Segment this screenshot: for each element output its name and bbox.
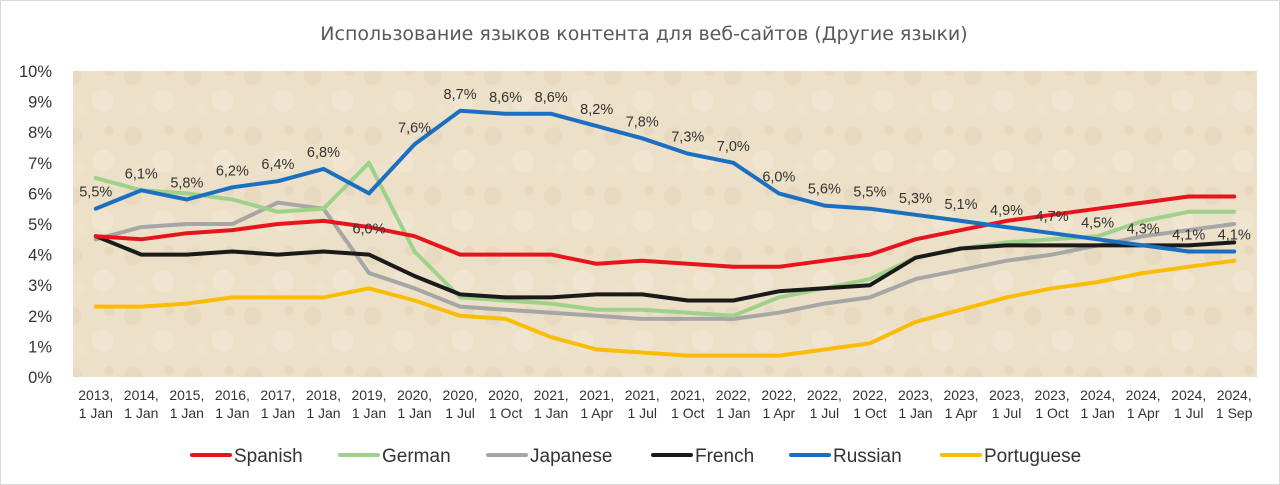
data-label: 4,5%: [1081, 215, 1114, 231]
data-label: 5,5%: [853, 185, 886, 201]
data-label: 5,8%: [170, 176, 203, 192]
x-tick-label: 2021, 1 Oct: [670, 387, 705, 421]
data-label: 5,6%: [808, 182, 841, 198]
data-label: 6,8%: [307, 145, 340, 161]
data-label: 7,0%: [717, 139, 750, 155]
x-tick-label: 2014, 1 Jan: [124, 387, 159, 421]
data-label: 8,7%: [444, 87, 477, 103]
y-tick-label: 9%: [28, 94, 52, 112]
data-label: 5,1%: [944, 197, 977, 213]
data-label: 4,9%: [990, 203, 1023, 219]
x-tick-label: 2022, 1 Jul: [807, 387, 842, 421]
y-axis: 0% 1% 2% 3% 4% 5% 6% 7% 8% 9% 10%: [19, 63, 52, 387]
data-label: 7,3%: [671, 130, 704, 146]
data-label: 6,0%: [352, 221, 385, 237]
x-tick-label: 2017, 1 Jan: [260, 387, 295, 421]
y-tick-label: 10%: [19, 63, 52, 81]
data-label: 4,1%: [1172, 228, 1205, 244]
legend-label-spanish: Spanish: [234, 446, 303, 467]
series-line-german: [93, 160, 1237, 318]
series-line-spanish: [93, 194, 1237, 269]
x-tick-label: 2023, 1 Jan: [898, 387, 933, 421]
y-tick-label: 3%: [28, 277, 52, 295]
data-label: 4,3%: [1127, 221, 1160, 237]
data-label: 6,1%: [125, 166, 158, 182]
x-tick-label: 2024, 1 Jan: [1080, 387, 1115, 421]
legend-label-french: French: [695, 446, 754, 467]
x-tick-label: 2022, 1 Apr: [761, 387, 796, 421]
data-label: 4,7%: [1036, 209, 1069, 225]
legend-label-portuguese: Portuguese: [984, 446, 1081, 467]
data-label: 5,3%: [899, 191, 932, 207]
data-label: 7,6%: [398, 120, 431, 136]
y-tick-label: 8%: [28, 124, 52, 142]
plot-area: [73, 71, 1257, 377]
data-label: 6,0%: [762, 169, 795, 185]
x-tick-label: 2016, 1 Jan: [215, 387, 250, 421]
y-tick-label: 0%: [28, 369, 52, 387]
x-tick-label: 2024, 1 Apr: [1126, 387, 1161, 421]
series-line-french: [93, 234, 1237, 303]
x-tick-label: 2024, 1 Jul: [1171, 387, 1206, 421]
chart-title: Использование языков контента для веб-са…: [320, 23, 967, 45]
legend-label-japanese: Japanese: [530, 446, 612, 467]
legend-label-german: German: [382, 446, 451, 467]
data-label: 5,5%: [79, 185, 112, 201]
x-tick-label: 2021, 1 Jan: [534, 387, 569, 421]
x-tick-label: 2023, 1 Apr: [943, 387, 978, 421]
y-tick-label: 4%: [28, 247, 52, 265]
legend: Spanish German Japanese French Russian Portug…: [190, 446, 1081, 467]
data-label: 7,8%: [626, 114, 659, 130]
data-label: 8,6%: [535, 90, 568, 106]
x-tick-label: 2019, 1 Jan: [351, 387, 386, 421]
y-tick-label: 7%: [28, 155, 52, 173]
y-tick-label: 2%: [28, 308, 52, 326]
series-line-japanese: [93, 200, 1237, 321]
x-tick-label: 2020, 1 Oct: [488, 387, 523, 421]
x-tick-label: 2013, 1 Jan: [78, 387, 113, 421]
y-tick-label: 5%: [28, 216, 52, 234]
x-tick-label: 2020, 1 Jul: [443, 387, 478, 421]
data-label: 8,6%: [489, 90, 522, 106]
x-tick-label: 2020, 1 Jan: [397, 387, 432, 421]
legend-label-russian: Russian: [833, 446, 902, 467]
data-label: 4,1%: [1218, 228, 1251, 244]
x-axis: 2013, 1 Jan 2014, 1 Jan 2015, 1 Jan 2016, 1 Jan…: [78, 387, 1252, 421]
y-tick-label: 6%: [28, 185, 52, 203]
x-tick-label: 2024, 1 Sep: [1216, 387, 1253, 421]
x-tick-label: 2018, 1 Jan: [306, 387, 341, 421]
x-tick-label: 2022, 1 Oct: [852, 387, 887, 421]
data-label: 6,4%: [261, 157, 294, 173]
data-label: 6,2%: [216, 163, 249, 179]
x-tick-label: 2022, 1 Jan: [716, 387, 751, 421]
y-tick-label: 1%: [28, 338, 52, 356]
data-label: 8,2%: [580, 102, 613, 118]
data-labels: 5,5% 6,1% 5,8% 6,2% 6,4% 6,8% 6,0% 7,6% 8,7% 8,6%…: [79, 87, 1251, 244]
x-tick-label: 2021, 1 Jul: [625, 387, 660, 421]
x-tick-label: 2021, 1 Apr: [579, 387, 614, 421]
series-line-russian: [93, 108, 1237, 254]
x-tick-label: 2023, 1 Oct: [1035, 387, 1070, 421]
series-layer: [93, 108, 1237, 358]
x-tick-label: 2023, 1 Jul: [989, 387, 1024, 421]
series-line-portuguese: [93, 258, 1237, 358]
x-tick-label: 2015, 1 Jan: [169, 387, 204, 421]
